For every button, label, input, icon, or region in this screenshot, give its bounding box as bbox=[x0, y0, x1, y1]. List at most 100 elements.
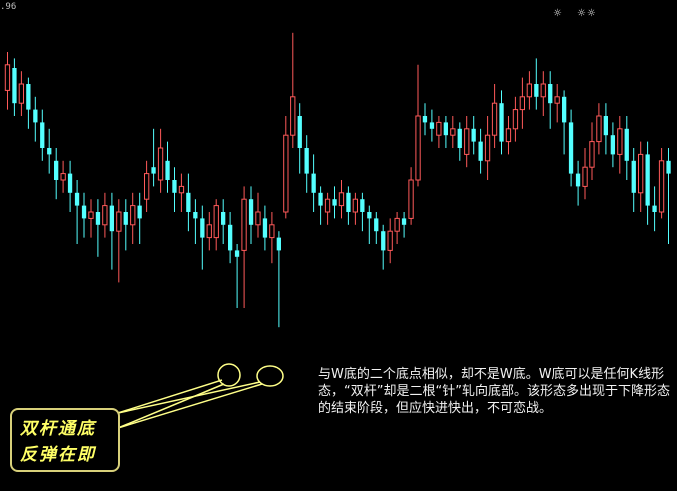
candle-up bbox=[408, 179, 414, 219]
candle-down bbox=[172, 180, 177, 193]
candle-up bbox=[512, 109, 519, 130]
candle-down bbox=[297, 116, 302, 148]
candle-down bbox=[26, 84, 31, 110]
candle-down bbox=[443, 122, 448, 136]
pointer-line-lower-left bbox=[117, 383, 225, 429]
candle-up bbox=[60, 173, 66, 181]
candle-down bbox=[276, 237, 281, 251]
candle-up bbox=[18, 83, 25, 104]
sun-icon[interactable]: ☼ bbox=[553, 8, 563, 19]
candle-down bbox=[304, 148, 309, 174]
double-sun-icon[interactable]: ☼☼ bbox=[576, 8, 597, 19]
candle-up bbox=[540, 83, 546, 98]
candle-down bbox=[151, 167, 156, 174]
candle-up bbox=[338, 192, 345, 207]
candle-down bbox=[575, 173, 581, 187]
candle-up bbox=[241, 198, 247, 251]
candle-down bbox=[137, 205, 142, 219]
candle-up bbox=[484, 134, 491, 162]
candle-up bbox=[394, 217, 400, 232]
candle-up bbox=[526, 83, 533, 98]
candle-down bbox=[234, 250, 240, 257]
candle-up bbox=[658, 160, 665, 213]
candle-down bbox=[360, 199, 365, 212]
candle-up bbox=[178, 185, 185, 194]
pointer-line-lower-right bbox=[117, 383, 263, 429]
candle-down bbox=[318, 192, 323, 206]
candle-down bbox=[95, 212, 101, 225]
candle-down bbox=[346, 192, 351, 212]
candle-down bbox=[248, 199, 254, 225]
candle-up bbox=[505, 128, 512, 143]
candle-up bbox=[102, 205, 108, 226]
candle-down bbox=[200, 218, 205, 238]
pointer-line-upper-right bbox=[117, 381, 261, 414]
candle-down bbox=[221, 212, 226, 225]
candle-up bbox=[415, 115, 421, 181]
candle-up bbox=[269, 224, 275, 239]
candle-up bbox=[157, 147, 164, 181]
candle-up bbox=[491, 102, 498, 136]
candle-down bbox=[228, 224, 233, 251]
candle-up bbox=[324, 198, 331, 213]
candle-down bbox=[54, 160, 59, 180]
candle-up bbox=[450, 128, 456, 136]
candle-up bbox=[88, 211, 94, 219]
corner-icons: ☼ ☼☼ bbox=[553, 8, 611, 19]
candle-down bbox=[631, 160, 636, 193]
candle-down bbox=[262, 218, 268, 238]
candle-down bbox=[457, 128, 462, 148]
candle-down bbox=[610, 135, 615, 155]
candle-down bbox=[74, 192, 80, 206]
callout-line-2: 反弹在即 bbox=[20, 445, 96, 465]
candle-down bbox=[429, 122, 435, 129]
candle-down bbox=[67, 173, 73, 193]
candle-down bbox=[471, 128, 476, 142]
candle-up bbox=[116, 211, 122, 232]
candle-down bbox=[367, 212, 372, 219]
bottom-markers bbox=[217, 363, 284, 387]
annotation-text: 与W底的二个底点相似，却不是W底。W底可以是任何K线形态，“双杆”却是二根“针”… bbox=[318, 367, 670, 416]
candle-up bbox=[554, 96, 560, 104]
candle-up bbox=[617, 128, 623, 155]
candle-down bbox=[12, 68, 17, 104]
candle-down bbox=[422, 116, 428, 123]
candle-up bbox=[206, 224, 212, 239]
candle-up bbox=[290, 96, 296, 136]
candle-down bbox=[381, 231, 386, 251]
candle-up bbox=[387, 230, 393, 251]
candle-up bbox=[283, 134, 289, 213]
candles-group bbox=[4, 32, 671, 328]
candle-down bbox=[332, 199, 337, 206]
callout-lines bbox=[117, 379, 263, 429]
candle-down bbox=[666, 160, 671, 174]
candle-up bbox=[144, 173, 150, 200]
candle-up bbox=[4, 64, 11, 91]
pointer-line-upper-left bbox=[117, 379, 223, 414]
candle-up bbox=[436, 121, 442, 136]
candle-down bbox=[123, 212, 128, 225]
first-bottom-ellipse bbox=[217, 363, 241, 387]
candle-down bbox=[186, 192, 191, 212]
candle-down bbox=[562, 96, 567, 123]
candle-up bbox=[596, 115, 602, 143]
candle-down bbox=[478, 141, 483, 161]
candle-down bbox=[81, 205, 87, 219]
candle-up bbox=[464, 128, 470, 155]
candle-down bbox=[33, 109, 38, 123]
candle-down bbox=[40, 122, 45, 148]
candle-down bbox=[534, 84, 539, 97]
candle-up bbox=[638, 153, 644, 194]
candle-down bbox=[311, 173, 316, 193]
candle-down bbox=[165, 160, 170, 180]
candle-down bbox=[603, 116, 608, 136]
candle-down bbox=[109, 205, 114, 232]
candle-down bbox=[47, 148, 52, 155]
callout-box: 双杆通底 反弹在即 bbox=[10, 408, 120, 472]
candle-up bbox=[255, 211, 261, 226]
candle-down bbox=[499, 103, 504, 142]
candle-down bbox=[652, 205, 657, 212]
second-bottom-ellipse bbox=[256, 365, 284, 387]
